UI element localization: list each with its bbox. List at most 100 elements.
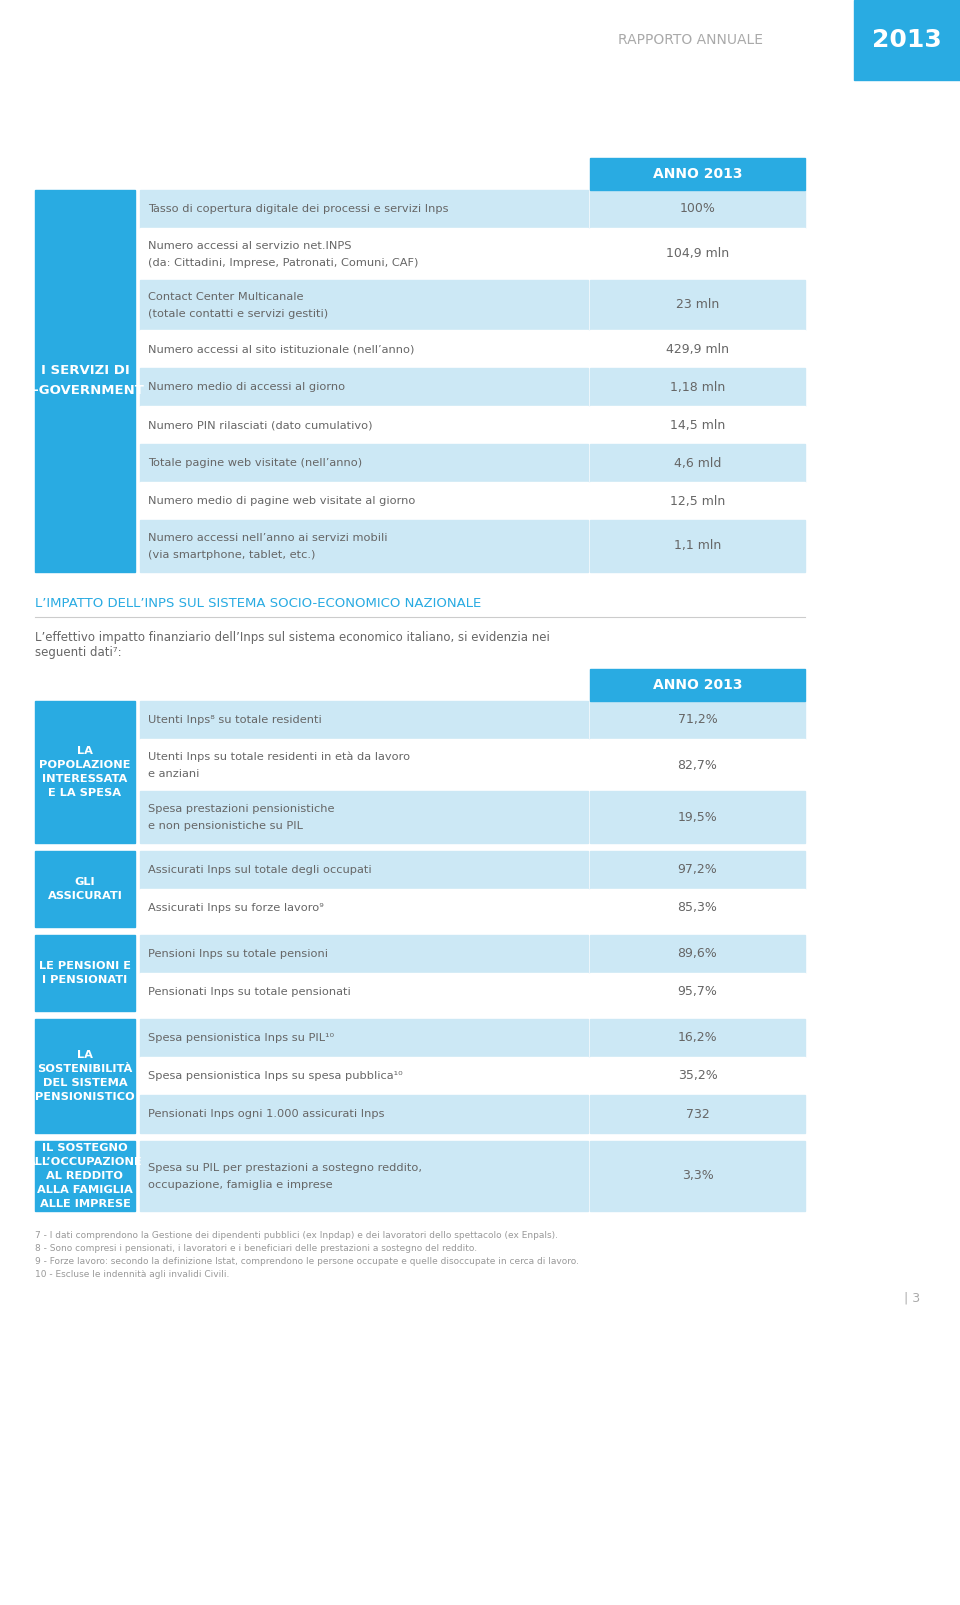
- Bar: [140, 973, 588, 1011]
- Text: L’effettivo impatto finanziario dell’Inps sul sistema economico italiano, si evi: L’effettivo impatto finanziario dell’Inp…: [35, 631, 550, 644]
- Text: LE PENSIONI E: LE PENSIONI E: [39, 961, 131, 971]
- Text: SOSTENIBILITÀ: SOSTENIBILITÀ: [37, 1064, 132, 1074]
- Text: Spesa prestazioni pensionistiche: Spesa prestazioni pensionistiche: [148, 804, 334, 814]
- Bar: [590, 889, 805, 928]
- Bar: [35, 189, 135, 571]
- Bar: [590, 368, 805, 406]
- Text: ALLA FAMIGLIA: ALLA FAMIGLIA: [37, 1184, 132, 1196]
- Bar: [140, 851, 588, 889]
- Text: Utenti Inps su totale residenti in età da lavoro: Utenti Inps su totale residenti in età d…: [148, 751, 410, 762]
- Text: | 3: | 3: [904, 1290, 920, 1303]
- Text: Contact Center Multicanale: Contact Center Multicanale: [148, 292, 303, 302]
- Text: Numero medio di pagine web visitate al giorno: Numero medio di pagine web visitate al g…: [148, 496, 416, 506]
- Bar: [140, 406, 588, 445]
- Bar: [140, 445, 588, 482]
- Text: 85,3%: 85,3%: [678, 902, 717, 915]
- Text: e anziani: e anziani: [148, 769, 200, 778]
- Text: 95,7%: 95,7%: [678, 985, 717, 998]
- Bar: [590, 973, 805, 1011]
- Bar: [590, 791, 805, 843]
- Bar: [590, 189, 805, 228]
- Bar: [35, 1141, 135, 1212]
- Bar: [140, 228, 588, 279]
- Text: occupazione, famiglia e imprese: occupazione, famiglia e imprese: [148, 1180, 332, 1189]
- Text: LA: LA: [77, 1050, 93, 1059]
- Text: 23 mln: 23 mln: [676, 299, 719, 311]
- Bar: [140, 791, 588, 843]
- Text: ANNO 2013: ANNO 2013: [653, 677, 742, 692]
- Bar: [590, 701, 805, 738]
- Text: 3,3%: 3,3%: [682, 1170, 713, 1183]
- Text: 429,9 mln: 429,9 mln: [666, 342, 729, 355]
- Text: Tasso di copertura digitale dei processi e servizi Inps: Tasso di copertura digitale dei processi…: [148, 204, 448, 213]
- Text: 14,5 mln: 14,5 mln: [670, 419, 725, 432]
- Text: Spesa pensionistica Inps su PIL¹⁰: Spesa pensionistica Inps su PIL¹⁰: [148, 1034, 334, 1043]
- Text: ALL’OCCUPAZIONE: ALL’OCCUPAZIONE: [27, 1157, 143, 1167]
- Text: Numero accessi nell’anno ai servizi mobili: Numero accessi nell’anno ai servizi mobi…: [148, 533, 388, 542]
- Text: 16,2%: 16,2%: [678, 1032, 717, 1045]
- Text: L’IMPATTO DELL’INPS SUL SISTEMA SOCIO-ECONOMICO NAZIONALE: L’IMPATTO DELL’INPS SUL SISTEMA SOCIO-EC…: [35, 597, 481, 610]
- Text: Numero PIN rilasciati (dato cumulativo): Numero PIN rilasciati (dato cumulativo): [148, 421, 372, 430]
- Bar: [590, 669, 805, 701]
- Text: Numero accessi al sito istituzionale (nell’anno): Numero accessi al sito istituzionale (ne…: [148, 343, 415, 355]
- Text: Numero medio di accessi al giorno: Numero medio di accessi al giorno: [148, 382, 346, 392]
- Text: Assicurati Inps sul totale degli occupati: Assicurati Inps sul totale degli occupat…: [148, 865, 372, 875]
- Text: I PENSIONATI: I PENSIONATI: [42, 974, 128, 985]
- Text: ALLE IMPRESE: ALLE IMPRESE: [39, 1199, 131, 1209]
- Bar: [140, 738, 588, 791]
- Text: 97,2%: 97,2%: [678, 863, 717, 876]
- Text: 71,2%: 71,2%: [678, 714, 717, 727]
- Text: GLI: GLI: [75, 876, 95, 888]
- Text: Spesa pensionistica Inps su spesa pubblica¹⁰: Spesa pensionistica Inps su spesa pubbli…: [148, 1071, 403, 1082]
- Text: E-GOVERNMENT: E-GOVERNMENT: [25, 385, 145, 398]
- Text: LA: LA: [77, 746, 93, 756]
- Text: (da: Cittadini, Imprese, Patronati, Comuni, CAF): (da: Cittadini, Imprese, Patronati, Comu…: [148, 258, 419, 268]
- Bar: [590, 936, 805, 973]
- Bar: [140, 889, 588, 928]
- Text: POPOLAZIONE: POPOLAZIONE: [39, 761, 131, 770]
- Bar: [140, 279, 588, 331]
- Bar: [35, 851, 135, 928]
- Bar: [140, 1095, 588, 1133]
- Bar: [140, 368, 588, 406]
- Text: 2013: 2013: [872, 27, 942, 51]
- Bar: [590, 228, 805, 279]
- Text: 35,2%: 35,2%: [678, 1069, 717, 1082]
- Bar: [140, 482, 588, 520]
- Bar: [590, 738, 805, 791]
- Text: Totale pagine web visitate (nell’anno): Totale pagine web visitate (nell’anno): [148, 457, 362, 469]
- Bar: [590, 279, 805, 331]
- Text: 4,6 mld: 4,6 mld: [674, 456, 721, 470]
- Text: seguenti dati⁷:: seguenti dati⁷:: [35, 645, 122, 660]
- Bar: [140, 1141, 588, 1212]
- Text: Numero accessi al servizio net.INPS: Numero accessi al servizio net.INPS: [148, 241, 351, 250]
- Text: 89,6%: 89,6%: [678, 947, 717, 960]
- Text: Spesa su PIL per prestazioni a sostegno reddito,: Spesa su PIL per prestazioni a sostegno …: [148, 1164, 422, 1173]
- Bar: [590, 1141, 805, 1212]
- Bar: [140, 936, 588, 973]
- Bar: [140, 520, 588, 571]
- Bar: [140, 1058, 588, 1095]
- Text: 1,1 mln: 1,1 mln: [674, 539, 721, 552]
- Text: 9 - Forze lavoro: secondo la definizione Istat, comprendono le persone occupate : 9 - Forze lavoro: secondo la definizione…: [35, 1257, 579, 1266]
- Bar: [590, 851, 805, 889]
- Bar: [590, 1019, 805, 1058]
- Text: 1,18 mln: 1,18 mln: [670, 380, 725, 393]
- Text: 100%: 100%: [680, 202, 715, 215]
- Bar: [35, 701, 135, 843]
- Text: INTERESSATA: INTERESSATA: [42, 774, 128, 783]
- Text: RAPPORTO ANNUALE: RAPPORTO ANNUALE: [617, 34, 762, 47]
- Text: 19,5%: 19,5%: [678, 811, 717, 823]
- Text: AL REDDITO: AL REDDITO: [46, 1172, 124, 1181]
- Bar: [590, 520, 805, 571]
- Bar: [590, 482, 805, 520]
- Text: IL SOSTEGNO: IL SOSTEGNO: [42, 1143, 128, 1152]
- Text: 82,7%: 82,7%: [678, 759, 717, 772]
- Text: E LA SPESA: E LA SPESA: [49, 788, 122, 798]
- Text: Pensioni Inps su totale pensioni: Pensioni Inps su totale pensioni: [148, 949, 328, 960]
- Text: PENSIONISTICO: PENSIONISTICO: [36, 1091, 134, 1103]
- Bar: [35, 1019, 135, 1133]
- Bar: [140, 1019, 588, 1058]
- Bar: [35, 936, 135, 1011]
- Text: e non pensionistiche su PIL: e non pensionistiche su PIL: [148, 822, 302, 831]
